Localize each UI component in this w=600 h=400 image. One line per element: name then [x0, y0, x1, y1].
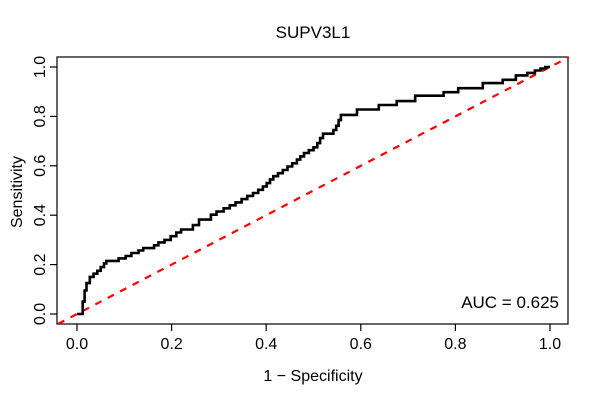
x-axis-label: 1 − Specificity	[263, 368, 362, 385]
x-tick-label: 0.6	[350, 336, 372, 353]
y-tick-label: 0.6	[32, 155, 49, 177]
y-tick-label: 1.0	[32, 56, 49, 78]
y-axis-ticks: 0.0 0.2 0.4 0.6 0.8 1.0	[32, 56, 57, 325]
y-tick-label: 0.0	[32, 303, 49, 325]
x-tick-label: 0.8	[444, 336, 466, 353]
chance-diagonal-line	[57, 56, 570, 325]
y-tick-label: 0.4	[32, 204, 49, 226]
roc-curve	[77, 65, 550, 316]
y-tick-label: 0.2	[32, 253, 49, 275]
x-tick-label: 0.2	[160, 336, 182, 353]
plot-border	[56, 56, 569, 325]
y-tick-label: 0.8	[32, 105, 49, 127]
x-tick-label: 1.0	[539, 336, 561, 353]
y-axis-label: Sensitivity	[9, 156, 26, 228]
x-axis-ticks: 0.0 0.2 0.4 0.6 0.8 1.0	[66, 324, 561, 353]
chart-title: SUPV3L1	[276, 23, 351, 42]
auc-annotation: AUC = 0.625	[461, 293, 559, 312]
x-tick-label: 0.0	[66, 336, 88, 353]
x-tick-label: 0.4	[255, 336, 277, 353]
